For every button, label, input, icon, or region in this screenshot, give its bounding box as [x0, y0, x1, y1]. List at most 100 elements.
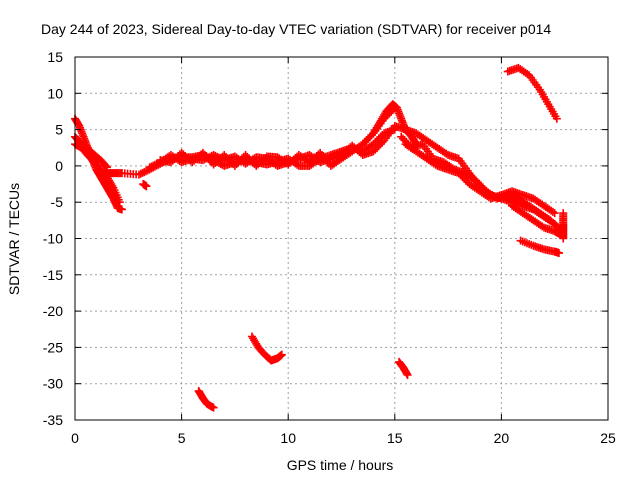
data-point: [145, 163, 154, 172]
series: [139, 180, 151, 191]
data-point: [523, 69, 532, 78]
series: [401, 140, 559, 218]
data-point: [369, 140, 378, 149]
data-point: [559, 234, 568, 243]
data-point: [456, 170, 465, 179]
y-tick-label: -20: [43, 303, 63, 319]
data-point: [546, 216, 555, 225]
series: [503, 63, 561, 123]
data-point: [369, 147, 378, 156]
data-point: [538, 222, 547, 231]
y-axis-label: SDTVAR / TECUs: [6, 183, 22, 295]
x-axis-label: GPS time / hours: [287, 457, 394, 473]
data-point: [471, 176, 480, 185]
data-point: [225, 156, 234, 165]
series: [516, 236, 563, 258]
data-point: [245, 154, 254, 163]
data-point: [458, 172, 467, 181]
data-point: [140, 168, 149, 177]
x-tick-label: 20: [494, 430, 510, 446]
data-point: [365, 132, 374, 141]
y-tick-label: 10: [47, 85, 63, 101]
series: [156, 103, 399, 170]
data-point: [230, 161, 239, 170]
x-tick-label: 15: [387, 430, 403, 446]
data-point: [243, 152, 252, 161]
data-point: [364, 134, 373, 143]
data-point: [117, 205, 126, 214]
data-point: [376, 140, 385, 149]
y-tick-label: 15: [47, 49, 63, 65]
series: [79, 140, 111, 172]
data-point: [234, 158, 243, 167]
data-point: [220, 151, 229, 160]
y-tick-label: -25: [43, 339, 63, 355]
y-tick-label: 0: [55, 158, 63, 174]
data-point: [360, 138, 369, 147]
data-point: [223, 154, 232, 163]
data-points: [71, 63, 568, 412]
data-point: [238, 154, 247, 163]
x-tick-label: 5: [178, 430, 186, 446]
data-point: [138, 168, 147, 177]
data-point: [550, 209, 559, 218]
data-point: [102, 163, 111, 172]
x-axis: 0 5 10 15 20 25: [71, 57, 616, 446]
data-point: [460, 174, 469, 183]
data-point: [461, 176, 470, 185]
data-point: [358, 140, 367, 149]
data-point: [108, 181, 117, 190]
series: [559, 209, 568, 243]
data-point: [209, 151, 218, 160]
y-tick-label: -10: [43, 231, 63, 247]
grid: [75, 57, 608, 420]
series: [358, 100, 421, 149]
data-point: [552, 114, 561, 123]
data-point: [376, 132, 385, 141]
data-point: [431, 160, 440, 169]
data-point: [554, 249, 563, 258]
data-point: [362, 136, 371, 145]
data-point: [142, 182, 151, 191]
x-tick-label: 10: [280, 430, 296, 446]
series: [397, 132, 555, 225]
y-axis: 15 10 5 0 -5 -10 -15 -20 -25 -30 -35: [43, 49, 608, 428]
data-point: [378, 138, 387, 147]
data-point: [248, 158, 257, 167]
data-point: [241, 151, 250, 160]
data-point: [147, 162, 156, 171]
y-tick-label: -30: [43, 376, 63, 392]
data-point: [209, 403, 218, 412]
data-point: [261, 154, 270, 163]
x-tick-label: 0: [71, 430, 79, 446]
data-point: [403, 370, 412, 379]
y-tick-label: 5: [55, 122, 63, 138]
data-point: [374, 141, 383, 150]
data-point: [548, 207, 557, 216]
data-point: [115, 198, 124, 207]
x-tick-label: 25: [600, 430, 616, 446]
data-point: [227, 158, 236, 167]
data-point: [371, 138, 380, 147]
data-point: [473, 178, 482, 187]
data-point: [152, 159, 161, 168]
data-point: [544, 215, 553, 224]
series: [395, 357, 412, 379]
data-point: [442, 149, 451, 158]
y-tick-label: -5: [51, 194, 64, 210]
data-point: [373, 136, 382, 145]
data-point: [150, 160, 159, 169]
data-point: [454, 169, 463, 178]
series: [247, 332, 286, 365]
data-point: [397, 132, 406, 141]
series: [194, 386, 218, 412]
data-point: [211, 151, 220, 160]
data-point: [222, 152, 231, 161]
data-point: [246, 156, 255, 165]
data-point: [398, 134, 407, 143]
data-point: [373, 143, 382, 152]
data-point: [134, 170, 143, 179]
y-tick-label: -35: [43, 412, 63, 428]
data-point: [101, 162, 110, 171]
